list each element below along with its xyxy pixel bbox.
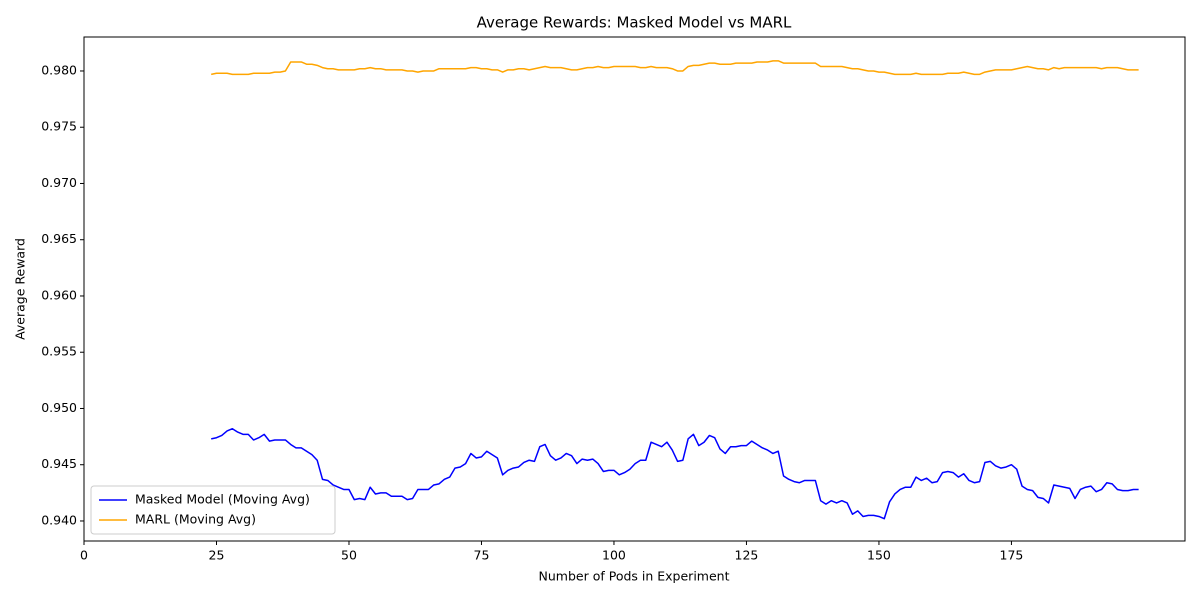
series-line xyxy=(211,60,1139,76)
y-tick-label: 0.945 xyxy=(41,456,77,471)
x-tick-label: 50 xyxy=(341,548,357,563)
legend: Masked Model (Moving Avg) MARL (Moving Av… xyxy=(90,485,336,535)
y-tick-label: 0.960 xyxy=(41,287,77,302)
y-tick-label: 0.975 xyxy=(41,119,77,134)
x-tick-label: 150 xyxy=(867,548,891,563)
y-axis-label: Average Reward xyxy=(13,238,28,340)
y-tick-label: 0.970 xyxy=(41,175,77,190)
legend-label: MARL (Moving Avg) xyxy=(135,512,256,527)
legend-box xyxy=(90,485,336,535)
x-tick-label: 175 xyxy=(1000,548,1024,563)
y-tick-label: 0.965 xyxy=(41,231,77,246)
x-tick-label: 100 xyxy=(602,548,626,563)
plot-frame xyxy=(83,36,1186,542)
y-tick-label: 0.950 xyxy=(41,400,77,415)
y-tick-label: 0.940 xyxy=(41,512,77,527)
y-tick-label: 0.980 xyxy=(41,62,77,77)
legend-label: Masked Model (Moving Avg) xyxy=(135,492,310,507)
x-tick-label: 0 xyxy=(80,548,88,563)
x-tick-label: 25 xyxy=(209,548,225,563)
y-tick-label: 0.955 xyxy=(41,344,77,359)
series-line xyxy=(211,427,1139,520)
x-tick-label: 75 xyxy=(474,548,490,563)
x-tick-label: 125 xyxy=(735,548,759,563)
chart-title: Average Rewards: Masked Model vs MARL xyxy=(477,14,792,32)
x-axis-label: Number of Pods in Experiment xyxy=(539,569,730,584)
